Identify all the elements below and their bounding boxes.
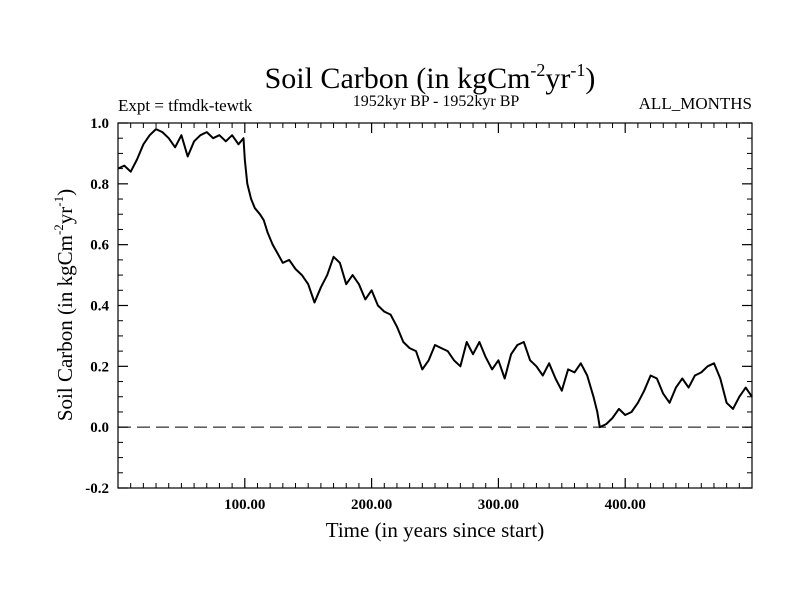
y-tick-label: -0.2 — [85, 481, 109, 497]
y-tick-label: 0.4 — [90, 299, 109, 315]
y-tick-label: 0.6 — [90, 238, 109, 254]
x-axis-ticks: 100.00 200.00 300.00 400.00 — [224, 123, 646, 513]
y-tick-label: 0.0 — [90, 420, 109, 436]
y-tick-label: 1.0 — [90, 116, 109, 132]
soil-carbon-series-line — [117, 128, 753, 429]
y-axis-label: Soil Carbon (in kgCm-2yr-1) — [51, 189, 77, 421]
plot-frame — [117, 122, 753, 489]
x-axis-label: Time (in years since start) — [326, 518, 545, 542]
chart-title: Soil Carbon (in kgCm-2yr-1) — [265, 60, 596, 95]
expt-label: Expt = tfmdk-tewtk — [118, 96, 253, 115]
x-tick-label: 300.00 — [478, 497, 519, 513]
x-tick-label: 200.00 — [351, 497, 392, 513]
months-label: ALL_MONTHS — [639, 94, 752, 113]
minor-ticks — [118, 123, 752, 488]
x-tick-label: 400.00 — [605, 497, 646, 513]
y-axis-ticks: -0.2 0.0 0.2 0.4 0.6 0.8 1.0 — [85, 116, 752, 497]
y-tick-label: 0.2 — [90, 359, 109, 375]
y-tick-label: 0.8 — [90, 177, 109, 193]
period-label: 1952kyr BP - 1952kyr BP — [353, 93, 520, 110]
x-tick-label: 100.00 — [224, 497, 265, 513]
